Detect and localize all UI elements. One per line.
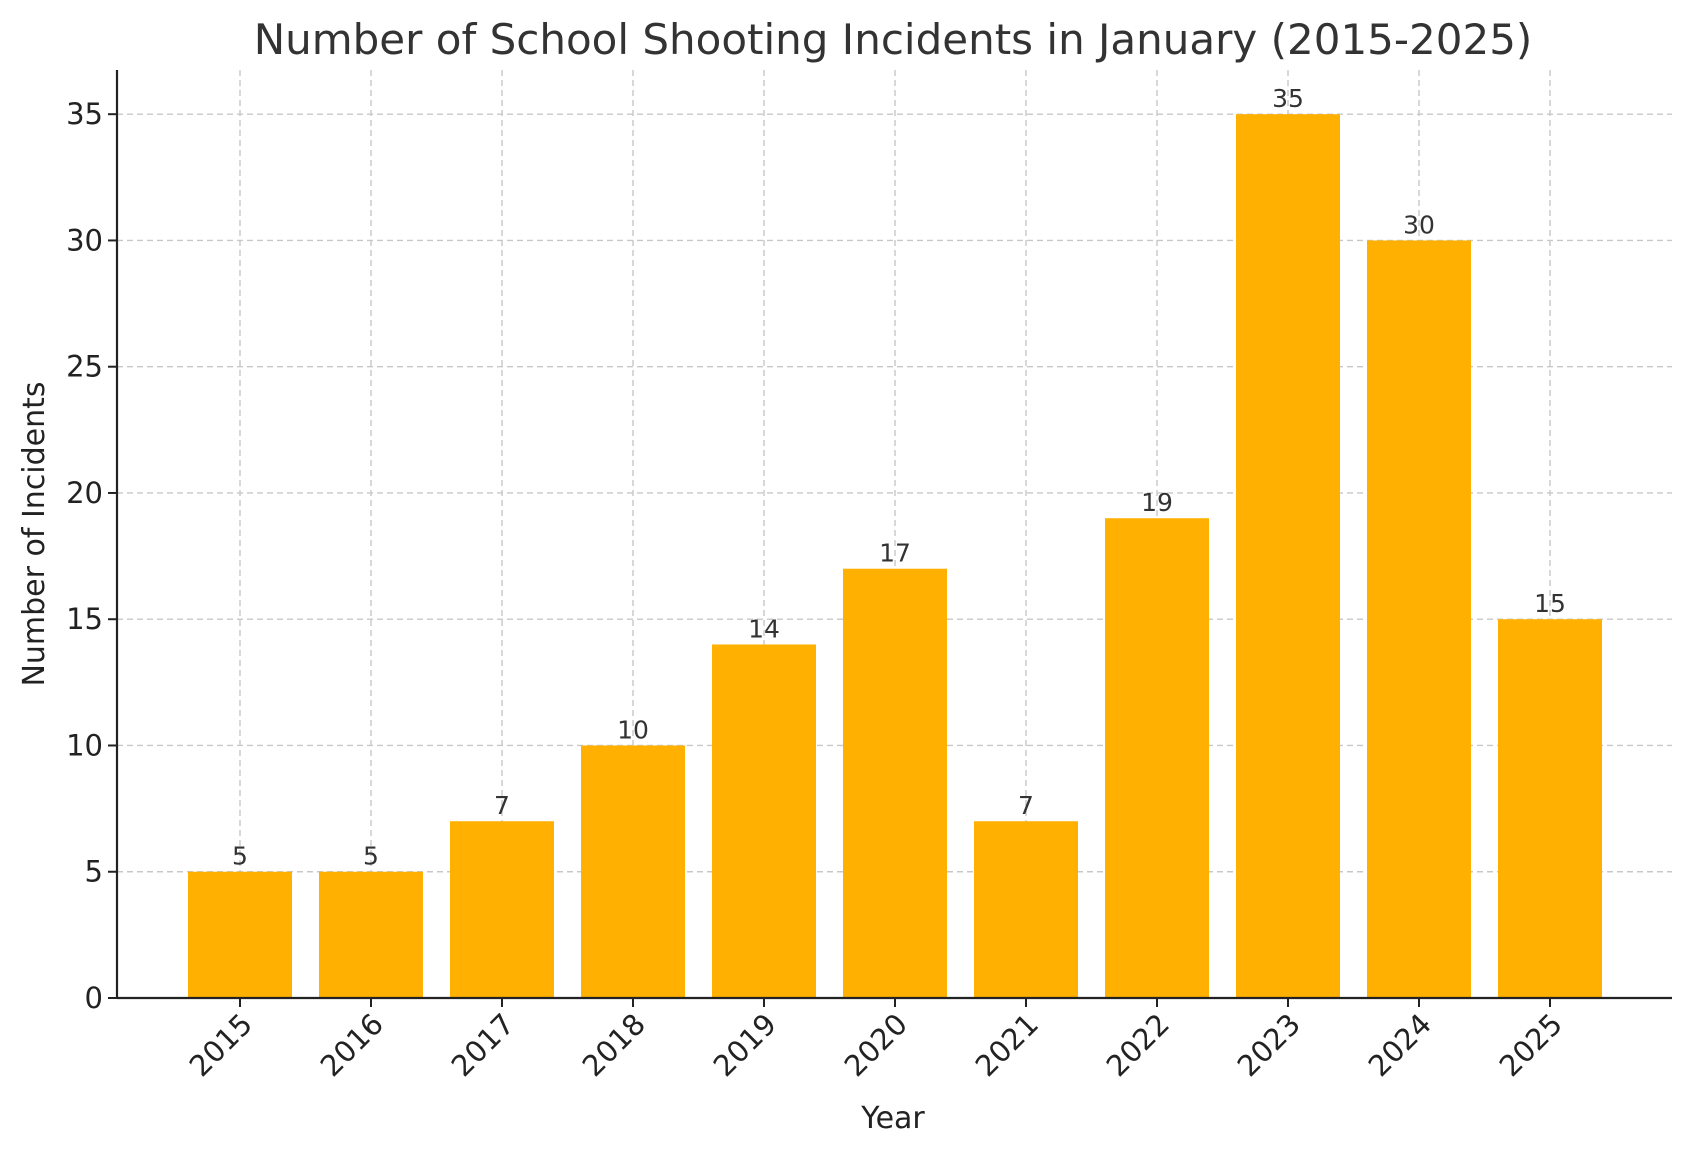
bars bbox=[188, 114, 1602, 998]
x-tick-label-2023: 2023 bbox=[1231, 1007, 1307, 1083]
x-tick-label-2025: 2025 bbox=[1493, 1007, 1569, 1083]
x-tick-label-2022: 2022 bbox=[1100, 1007, 1176, 1083]
y-tick-label: 30 bbox=[66, 223, 103, 257]
x-tick-label-2017: 2017 bbox=[445, 1007, 521, 1083]
data-label-2018: 10 bbox=[617, 715, 649, 744]
y-tick-label: 15 bbox=[66, 602, 103, 636]
x-tick-label-2018: 2018 bbox=[576, 1007, 652, 1083]
y-tick-label: 0 bbox=[85, 981, 103, 1015]
x-tick-label-2020: 2020 bbox=[838, 1007, 914, 1083]
y-axis-label: Number of Incidents bbox=[17, 381, 52, 686]
data-label-2016: 5 bbox=[363, 842, 379, 871]
x-tick-label-2015: 2015 bbox=[183, 1007, 259, 1083]
data-label-2025: 15 bbox=[1534, 589, 1566, 618]
x-tick-label-2016: 2016 bbox=[314, 1007, 390, 1083]
x-tick-label-2024: 2024 bbox=[1362, 1007, 1438, 1083]
chart-title: Number of School Shooting Incidents in J… bbox=[254, 15, 1533, 64]
x-axis-label: Year bbox=[860, 1101, 925, 1136]
data-label-2021: 7 bbox=[1018, 791, 1034, 820]
bar-2023 bbox=[1236, 114, 1340, 998]
data-label-2020: 17 bbox=[879, 539, 911, 568]
data-label-2019: 14 bbox=[748, 614, 780, 643]
data-labels: 5 5 7 10 14 17 7 19 35 30 15 bbox=[232, 84, 1566, 871]
bar-2020 bbox=[843, 568, 947, 998]
data-label-2024: 30 bbox=[1403, 210, 1435, 239]
bar-2022 bbox=[1105, 518, 1209, 998]
x-tick-label-2019: 2019 bbox=[707, 1007, 783, 1083]
y-tick-label: 25 bbox=[66, 350, 103, 384]
bar-2015 bbox=[188, 871, 292, 998]
bar-2017 bbox=[450, 821, 554, 998]
y-tick-label: 5 bbox=[85, 855, 103, 889]
bar-2016 bbox=[319, 871, 423, 998]
y-tick-label: 20 bbox=[66, 476, 103, 510]
data-label-2017: 7 bbox=[494, 791, 510, 820]
y-tick-label: 35 bbox=[66, 97, 103, 131]
bar-2025 bbox=[1498, 619, 1602, 998]
y-tick-label: 10 bbox=[66, 728, 103, 762]
data-label-2015: 5 bbox=[232, 842, 248, 871]
bar-2024 bbox=[1367, 240, 1471, 998]
data-label-2022: 19 bbox=[1141, 488, 1173, 517]
bar-2021 bbox=[974, 821, 1078, 998]
bar-2019 bbox=[712, 644, 816, 998]
x-tick-label-2021: 2021 bbox=[969, 1007, 1045, 1083]
data-label-2023: 35 bbox=[1272, 84, 1304, 113]
bar-2018 bbox=[581, 745, 685, 998]
